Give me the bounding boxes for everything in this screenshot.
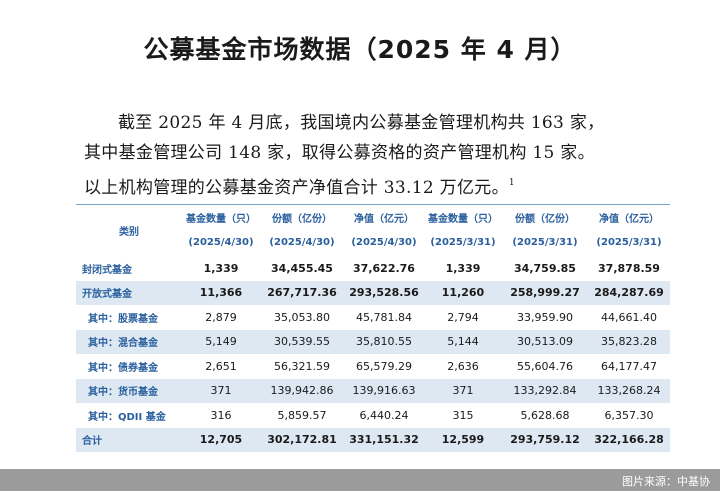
table-cell: 322,166.28 (588, 427, 670, 452)
table-cell: 2,794 (447, 310, 479, 324)
row-label: 合计 (76, 427, 182, 452)
footnote-mark: 1 (508, 178, 515, 188)
col-date-count-apr: (2025/4/30) (188, 237, 254, 248)
table-cell: 316 (210, 408, 232, 422)
table-cell: 11,260 (424, 280, 502, 305)
table-row-total: 合计 12,705 302,172.81 331,151.32 12,599 2… (76, 427, 670, 452)
summary-line-2: 其中基金管理公司 148 家，取得公募资格的资产管理机构 15 家。 (84, 143, 595, 163)
row-label: 其中：QDII 基金 (88, 411, 166, 423)
table-cell: 2,879 (205, 310, 237, 324)
table-row: 其中：债券基金 2,651 56,321.59 65,579.29 2,636 … (76, 354, 670, 379)
table-cell: 5,149 (182, 329, 260, 354)
col-date-shares-mar: (2025/3/31) (512, 237, 578, 248)
table-cell: 5,859.57 (277, 408, 327, 422)
table-cell: 371 (182, 378, 260, 403)
col-date-nav-apr: (2025/4/30) (351, 237, 417, 248)
table-cell: 64,177.47 (601, 359, 657, 373)
row-label: 其中：债券基金 (88, 362, 158, 374)
table-cell: 35,053.80 (274, 310, 330, 324)
table-cell: 45,781.84 (356, 310, 412, 324)
table-top-rule (76, 204, 670, 205)
table-cell: 37,878.59 (598, 261, 660, 275)
row-label: 其中：股票基金 (88, 313, 158, 325)
table-row: 其中：股票基金 2,879 35,053.80 45,781.84 2,794 … (76, 305, 670, 330)
col-header-nav-apr: 净值（亿元） (354, 213, 414, 225)
table-cell: 35,810.55 (344, 329, 424, 354)
table-row: 其中：QDII 基金 316 5,859.57 6,440.24 315 5,6… (76, 403, 670, 428)
table-cell: 302,172.81 (260, 427, 344, 452)
table-cell: 267,717.36 (260, 280, 344, 305)
table-cell: 56,321.59 (274, 359, 330, 373)
table-cell: 284,287.69 (588, 280, 670, 305)
col-date-count-mar: (2025/3/31) (430, 237, 496, 248)
summary-paragraph: 截至 2025 年 4 月底，我国境内公募基金管理机构共 163 家， 其中基金… (84, 108, 684, 203)
table-cell: 293,759.12 (502, 427, 588, 452)
col-header-count-apr: 基金数量（只） (186, 213, 256, 225)
row-label: 封闭式基金 (82, 264, 132, 276)
summary-line-3-text: 以上机构管理的公募基金资产净值合计 33.12 万亿元。 (84, 178, 509, 198)
table-row: 开放式基金 11,366 267,717.36 293,528.56 11,26… (76, 280, 670, 305)
row-label: 其中：混合基金 (76, 329, 182, 354)
image-credit: 图片来源：中基协 (622, 475, 710, 488)
table-cell: 1,339 (203, 261, 239, 275)
page-title: 公募基金市场数据（2025 年 4 月） (143, 35, 577, 64)
summary-line-3: 以上机构管理的公募基金资产净值合计 33.12 万亿元。1 (84, 168, 684, 203)
row-label: 开放式基金 (76, 280, 182, 305)
table-cell: 133,268.24 (588, 378, 670, 403)
table-cell: 6,357.30 (604, 408, 654, 422)
table-cell: 30,539.55 (260, 329, 344, 354)
col-date-nav-mar: (2025/3/31) (596, 237, 662, 248)
table-cell: 37,622.76 (353, 261, 415, 275)
table-cell: 315 (452, 408, 474, 422)
table-cell: 1,339 (445, 261, 481, 275)
fund-data-table: 类别 基金数量（只） 份额（亿份） 净值（亿元） 基金数量（只） 份额（亿份） … (76, 205, 670, 452)
table-row: 其中：货币基金 371 139,942.86 139,916.63 371 13… (76, 378, 670, 403)
table-cell: 12,599 (424, 427, 502, 452)
col-header-nav-mar: 净值（亿元） (599, 213, 659, 225)
table-cell: 5,144 (424, 329, 502, 354)
table-cell: 139,942.86 (260, 378, 344, 403)
table-row: 其中：混合基金 5,149 30,539.55 35,810.55 5,144 … (76, 329, 670, 354)
table-cell: 6,440.24 (359, 408, 409, 422)
table-cell: 35,823.28 (588, 329, 670, 354)
table-row: 封闭式基金 1,339 34,455.45 37,622.76 1,339 34… (76, 256, 670, 281)
table-cell: 55,604.76 (517, 359, 573, 373)
table-cell: 2,651 (205, 359, 237, 373)
table-cell: 34,455.45 (271, 261, 333, 275)
table-cell: 30,513.09 (502, 329, 588, 354)
table-cell: 133,292.84 (502, 378, 588, 403)
table-cell: 11,366 (182, 280, 260, 305)
table-cell: 139,916.63 (344, 378, 424, 403)
table-cell: 2,636 (447, 359, 479, 373)
table-cell: 33,959.90 (517, 310, 573, 324)
table-cell: 331,151.32 (344, 427, 424, 452)
col-date-shares-apr: (2025/4/30) (269, 237, 335, 248)
image-credit-bar: 图片来源：中基协 (0, 469, 720, 491)
table-cell: 34,759.85 (514, 261, 576, 275)
col-header-shares-mar: 份额（亿份） (515, 213, 575, 225)
summary-line-1: 截至 2025 年 4 月底，我国境内公募基金管理机构共 163 家， (118, 113, 605, 133)
table-cell: 293,528.56 (344, 280, 424, 305)
row-label: 其中：货币基金 (76, 378, 182, 403)
table-cell: 44,661.40 (601, 310, 657, 324)
table-cell: 258,999.27 (502, 280, 588, 305)
col-header-shares-apr: 份额（亿份） (272, 213, 332, 225)
table-cell: 12,705 (182, 427, 260, 452)
col-header-count-mar: 基金数量（只） (428, 213, 498, 225)
table-cell: 371 (424, 378, 502, 403)
category-header: 类别 (119, 227, 139, 238)
table-cell: 5,628.68 (520, 408, 570, 422)
table-cell: 65,579.29 (356, 359, 412, 373)
